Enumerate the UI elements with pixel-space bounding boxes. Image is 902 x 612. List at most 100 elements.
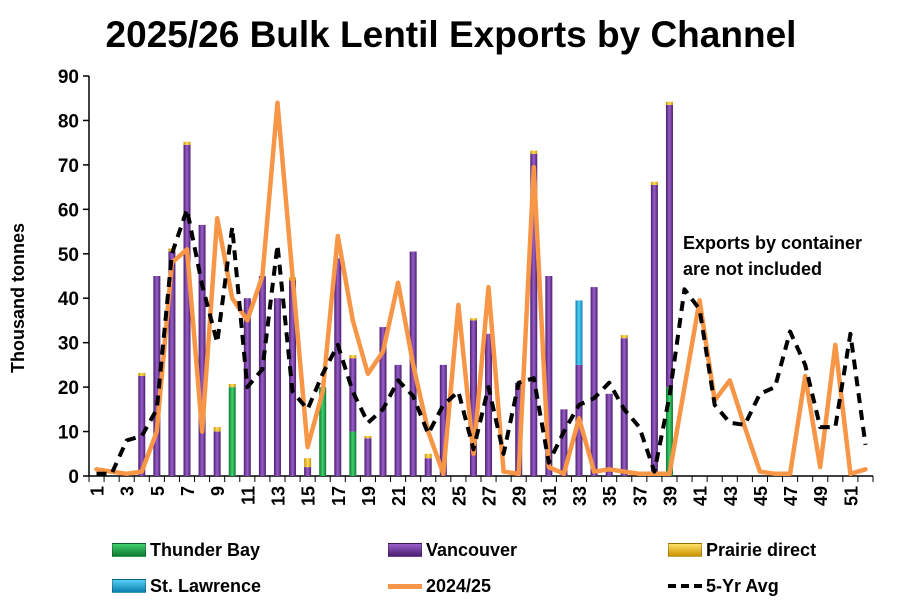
- bar-vancouver: [485, 333, 493, 476]
- legend-swatch-prairie-direct: [668, 543, 702, 557]
- x-tick-label: 23: [419, 486, 439, 506]
- y-tick-label: 0: [68, 467, 79, 488]
- legend-item-thunder-bay: Thunder Bay: [112, 538, 260, 562]
- legend-item-vancouver: Vancouver: [388, 538, 517, 562]
- x-tick-label: 11: [238, 486, 258, 505]
- y-tick-label: 70: [58, 156, 79, 177]
- x-tick-label: 49: [811, 486, 831, 506]
- x-tick-label: 41: [691, 486, 711, 506]
- bar-vancouver: [545, 276, 553, 476]
- bar-vancouver: [304, 467, 312, 476]
- series-line-2024-25: [94, 100, 868, 477]
- bar-prairie-direct: [349, 355, 357, 359]
- bar-vancouver: [258, 276, 266, 476]
- x-tick-label: 5: [148, 486, 168, 496]
- bar-vancouver: [665, 104, 673, 388]
- y-tick-label: 10: [58, 423, 79, 444]
- x-tick-label: 43: [721, 486, 741, 506]
- legend-swatch-vancouver: [388, 543, 422, 557]
- bar-vancouver: [650, 184, 658, 476]
- x-tick-label: 1: [88, 486, 108, 496]
- x-tick-label: 21: [389, 486, 409, 506]
- bar-vancouver: [183, 144, 191, 476]
- bar-prairie-direct: [228, 384, 236, 388]
- chart-title: 2025/26 Bulk Lentil Exports by Channel: [105, 14, 797, 55]
- bar-vancouver: [379, 327, 387, 476]
- x-tick-label: 51: [841, 486, 861, 506]
- series-line-5-yr-avg: [96, 207, 868, 476]
- legend-swatch-st-lawrence: [112, 579, 146, 593]
- bar-prairie-direct: [213, 427, 221, 432]
- bar-prairie-direct: [530, 150, 538, 154]
- bar-prairie-direct: [304, 458, 312, 468]
- legend-label-2024-25: 2024/25: [426, 575, 492, 596]
- bar-prairie-direct: [650, 181, 658, 185]
- y-tick-label: 80: [58, 111, 79, 132]
- annotation-line-1: Exports by container: [683, 233, 863, 253]
- bar-thunder-bay: [319, 387, 327, 476]
- x-tick-label: 31: [540, 486, 560, 506]
- bar-thunder-bay: [665, 387, 673, 476]
- x-tick-label: 37: [630, 486, 650, 506]
- chart-annotation: Exports by container are not included: [683, 230, 902, 282]
- bar-vancouver: [273, 298, 281, 476]
- annotation-line-2: are not included: [683, 259, 823, 279]
- bar-vancouver: [605, 393, 613, 476]
- y-tick-label: 90: [58, 67, 79, 88]
- bar-thunder-bay: [349, 431, 357, 476]
- bar-vancouver: [439, 364, 447, 476]
- legend-item-prairie-direct: Prairie direct: [668, 538, 816, 562]
- bar-vancouver: [590, 287, 598, 476]
- x-tick-label: 17: [329, 486, 349, 506]
- legend-label-thunder-bay: Thunder Bay: [150, 539, 261, 560]
- x-tick-label: 25: [449, 486, 469, 506]
- y-tick-label: 40: [58, 289, 79, 310]
- bar-vancouver: [153, 276, 161, 476]
- bar-vancouver: [364, 438, 372, 476]
- bar-prairie-direct: [620, 335, 628, 339]
- bar-vancouver: [424, 458, 432, 476]
- legend-label-st-lawrence: St. Lawrence: [150, 575, 262, 596]
- bar-prairie-direct: [469, 318, 477, 321]
- x-tick-label: 33: [570, 486, 590, 506]
- bar-prairie-direct: [665, 101, 673, 105]
- x-tick-label: 47: [781, 486, 801, 506]
- bar-vancouver: [168, 251, 176, 476]
- legend-label-vancouver: Vancouver: [426, 539, 518, 560]
- bar-vancouver: [289, 280, 297, 476]
- y-tick-label: 50: [58, 245, 79, 266]
- bar-vancouver: [334, 258, 342, 476]
- x-tick-label: 9: [208, 486, 228, 496]
- bar-vancouver: [469, 320, 477, 476]
- legend-swatch-thunder-bay: [112, 543, 146, 557]
- legend-swatch-2024-25: [388, 583, 422, 589]
- y-axis-title: Thousand tonnes: [8, 223, 28, 373]
- legend-swatch-5-yr-avg: [668, 584, 702, 588]
- x-tick-label: 19: [359, 486, 379, 506]
- x-tick-label: 7: [178, 486, 198, 496]
- bar-vancouver: [198, 224, 206, 476]
- legend-label-prairie-direct: Prairie direct: [706, 539, 817, 560]
- bar-vancouver: [530, 153, 538, 476]
- y-tick-label: 30: [58, 334, 79, 355]
- bar-vancouver: [394, 364, 402, 476]
- bar-prairie-direct: [424, 453, 432, 459]
- bar-vancouver: [560, 409, 568, 476]
- x-tick-label: 35: [600, 486, 620, 506]
- x-tick-label: 29: [510, 486, 530, 506]
- x-tick-label: 27: [480, 486, 500, 506]
- legend-label-5-yr-avg: 5-Yr Avg: [706, 575, 779, 596]
- y-tick-label: 20: [58, 378, 79, 399]
- x-tick-label: 45: [751, 486, 771, 506]
- x-tick-label: 39: [660, 486, 680, 506]
- bar-prairie-direct: [138, 372, 146, 376]
- legend-item-5-yr-avg: 5-Yr Avg: [668, 574, 779, 598]
- legend-item-2024-25: 2024/25: [388, 574, 491, 598]
- bar-thunder-bay: [228, 387, 236, 476]
- x-tick-label: 15: [299, 486, 319, 506]
- legend-item-st-lawrence: St. Lawrence: [112, 574, 261, 598]
- bar-prairie-direct: [183, 141, 191, 145]
- x-tick-label: 13: [268, 486, 288, 506]
